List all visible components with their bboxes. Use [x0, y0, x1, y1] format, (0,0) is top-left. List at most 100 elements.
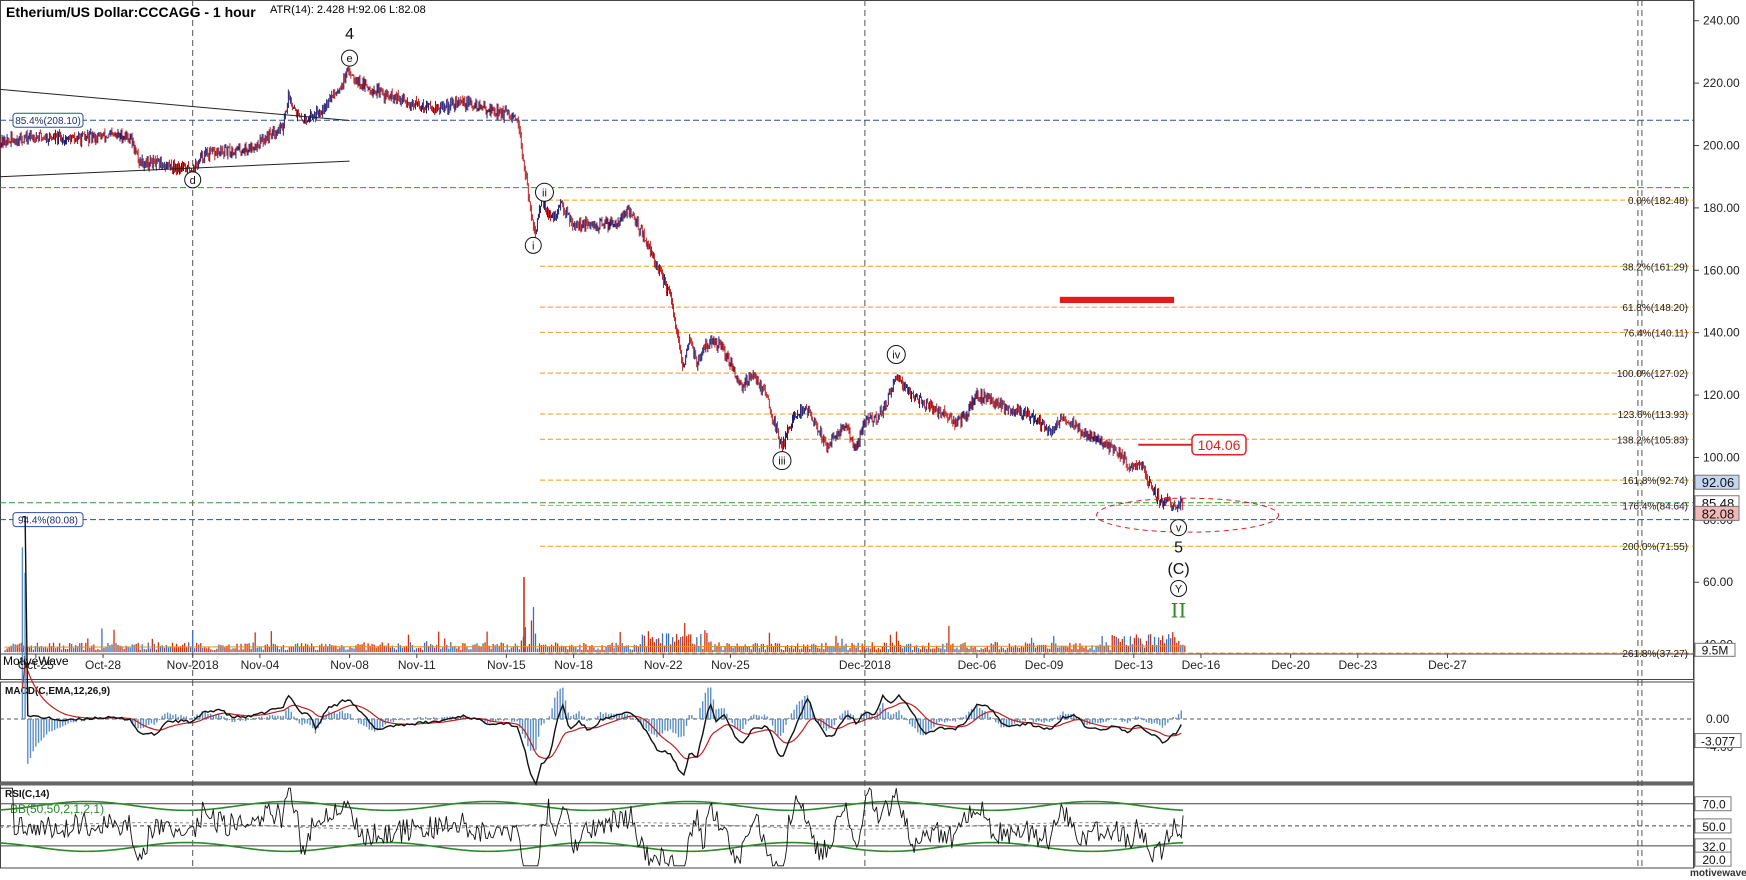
volume-bar — [720, 646, 722, 653]
volume-bar — [845, 643, 847, 653]
volume-bar — [934, 648, 936, 653]
volume-bar — [879, 649, 881, 653]
volume-bar — [801, 648, 803, 653]
volume-bar — [327, 646, 329, 653]
volume-bar — [607, 645, 609, 653]
volume-bar — [254, 632, 256, 653]
volume-bar — [686, 635, 688, 653]
volume-bar — [1157, 637, 1160, 653]
volume-bar — [776, 643, 779, 653]
volume-bar — [302, 646, 305, 653]
volume-bar — [1077, 649, 1079, 653]
volume-bar — [567, 649, 569, 653]
fib-level-label: 100.0%(127.02) — [1617, 369, 1688, 380]
volume-bar — [290, 646, 293, 653]
volume-bar — [784, 645, 787, 653]
volume-bar — [700, 633, 702, 653]
volume-bar — [883, 642, 886, 653]
volume-bar — [73, 648, 75, 653]
volume-bar — [849, 648, 851, 653]
volume-bar — [123, 648, 125, 653]
volume-bar — [659, 643, 662, 653]
volume-bar — [690, 634, 692, 653]
fib-level-label: 138.2%(105.83) — [1617, 435, 1688, 446]
volume-bar — [877, 647, 879, 653]
volume-bar — [32, 649, 35, 653]
volume-bar — [210, 649, 212, 653]
volume-bar — [1121, 639, 1123, 653]
fib-level-label: 176.4%(84.64) — [1622, 501, 1688, 512]
rsi-tick-label: 32.0 — [1702, 840, 1726, 854]
volume-bar — [151, 638, 153, 653]
volume-bar — [881, 646, 883, 653]
volume-bar — [367, 643, 369, 653]
volume-bar — [823, 649, 825, 653]
volume-bar — [298, 646, 301, 653]
volume-bar — [799, 649, 801, 653]
footer-brand: motivewave.com — [1690, 868, 1746, 879]
volume-bar — [369, 645, 371, 653]
volume-bar — [399, 645, 402, 653]
volume-bar — [615, 642, 617, 653]
volume-bar — [401, 647, 404, 653]
wave-label: d — [190, 175, 196, 187]
volume-bar — [911, 649, 914, 653]
volume-bar — [807, 644, 809, 653]
volume-bar — [83, 650, 85, 653]
volume-bar — [1125, 644, 1127, 653]
volume-bar — [809, 648, 811, 653]
volume-bar — [756, 643, 758, 653]
volume-bar — [887, 649, 890, 653]
wave-label-circle — [1170, 579, 1188, 597]
x-tick-label: Dec-2018 — [839, 658, 891, 672]
rsi-tick-box — [1694, 851, 1732, 867]
volume-bar — [1012, 647, 1015, 653]
volume-bar — [64, 648, 67, 653]
volume-bar — [175, 643, 178, 653]
volume-bar — [1101, 635, 1103, 653]
volume-bar — [698, 645, 700, 653]
volume-bar — [528, 643, 531, 653]
volume-bar — [853, 644, 855, 653]
volume-bar — [238, 649, 240, 653]
fib-level-label: 261.8%(37.27) — [1622, 649, 1688, 660]
volume-bar — [484, 642, 486, 653]
volume-bar — [387, 643, 389, 653]
volume-bar — [792, 648, 795, 653]
volume-bar — [371, 643, 373, 653]
volume-bar — [488, 645, 490, 653]
volume-bar — [1168, 634, 1170, 653]
volume-bar — [143, 649, 145, 653]
volume-bar — [542, 644, 545, 653]
volume-bar — [962, 643, 964, 653]
price-badge — [1694, 505, 1740, 521]
volume-bar — [494, 645, 496, 653]
volume-bar — [1000, 647, 1002, 653]
volume-bar — [1055, 643, 1057, 653]
volume-bar — [573, 647, 575, 653]
volume-bar — [313, 646, 315, 653]
volume-bar — [415, 648, 418, 653]
volume-bar — [359, 644, 361, 653]
wave-label-circle — [341, 49, 359, 67]
volume-bar — [692, 643, 694, 653]
volume-bar — [758, 648, 760, 653]
volume-bar — [339, 647, 341, 653]
volume-bar — [1091, 645, 1093, 653]
volume-bar — [978, 650, 980, 653]
volume-bar — [1087, 649, 1089, 653]
wave-label: 4 — [345, 26, 354, 43]
macd-panel: MACD(C,EMA,12,26,9)0.00-4.00-3.077 — [0, 515, 1742, 786]
volume-bar — [343, 646, 345, 653]
volume-bar — [1010, 647, 1013, 653]
volume-bar — [1105, 642, 1107, 653]
volume-bar — [260, 647, 262, 653]
volume-bar — [811, 644, 813, 653]
volume-bar — [282, 645, 285, 653]
volume-bar — [825, 642, 827, 653]
volume-bar — [1176, 642, 1178, 653]
volume-bar — [60, 649, 63, 653]
volume-bar — [460, 649, 462, 653]
volume-bar — [671, 637, 674, 653]
